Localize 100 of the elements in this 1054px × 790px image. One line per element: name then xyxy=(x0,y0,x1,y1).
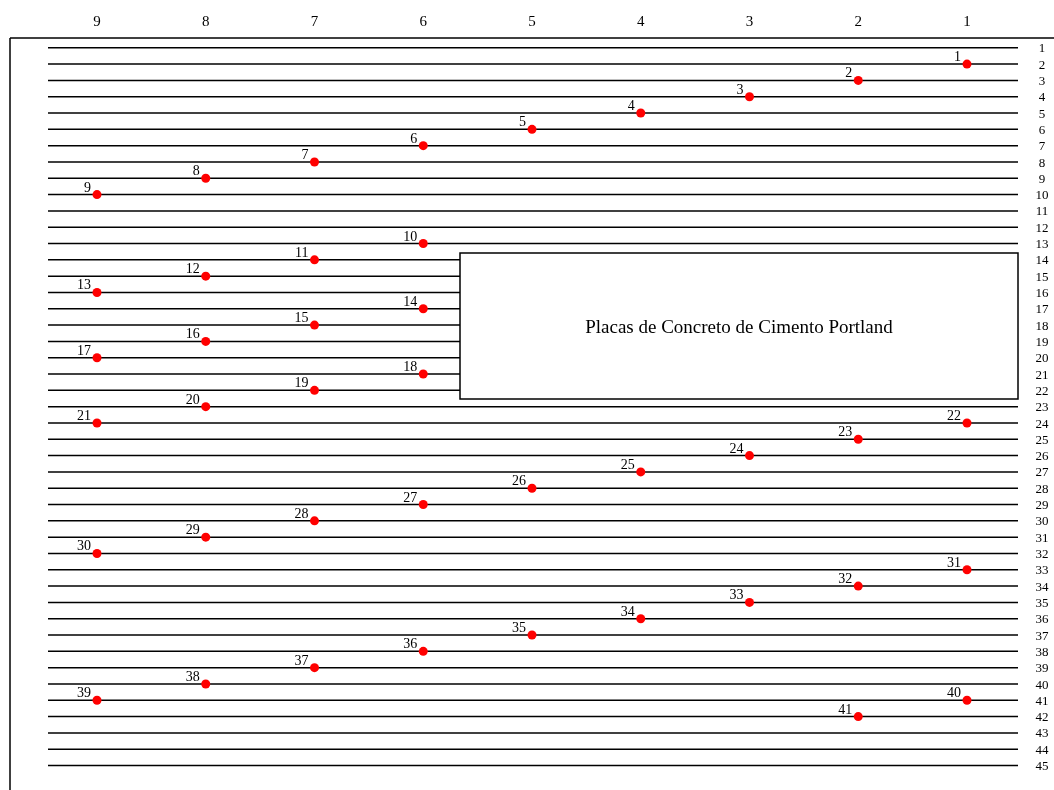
y-tick-label: 37 xyxy=(1035,627,1049,643)
x-tick-label: 1 xyxy=(963,13,971,29)
point xyxy=(310,255,319,265)
annotation: 11 xyxy=(295,244,309,260)
y-tick-label: 27 xyxy=(1035,464,1049,480)
annotation: 17 xyxy=(77,342,91,358)
point xyxy=(92,287,102,297)
x-tick-label: 6 xyxy=(419,13,428,29)
point xyxy=(745,451,754,461)
annotation: 31 xyxy=(947,554,961,570)
point xyxy=(636,614,646,624)
annotation: 12 xyxy=(185,261,200,277)
point xyxy=(310,320,319,330)
annotation: 29 xyxy=(185,522,200,538)
annotation: 33 xyxy=(729,587,744,603)
x-tick-label: 8 xyxy=(202,13,210,29)
annotation: 27 xyxy=(403,489,418,505)
annotation: 5 xyxy=(519,114,526,130)
y-tick-label: 38 xyxy=(1035,643,1049,659)
y-tick-label: 16 xyxy=(1035,285,1049,301)
x-tick-label: 4 xyxy=(637,13,645,29)
annotation: 30 xyxy=(77,538,91,554)
y-tick-label: 23 xyxy=(1035,399,1049,415)
point xyxy=(201,679,211,689)
point xyxy=(962,565,972,575)
annotation: 23 xyxy=(838,424,853,440)
annotation: 22 xyxy=(947,407,961,423)
annotation: 38 xyxy=(185,668,200,684)
point xyxy=(962,695,972,705)
point xyxy=(418,141,428,151)
y-tick-label: 41 xyxy=(1035,692,1049,708)
annotation: 37 xyxy=(294,652,309,668)
annotation: 28 xyxy=(294,505,309,521)
y-tick-label: 34 xyxy=(1035,578,1049,594)
annotation: 26 xyxy=(512,473,526,489)
y-tick-label: 32 xyxy=(1035,546,1049,562)
y-tick-label: 26 xyxy=(1035,448,1049,464)
y-tick-label: 19 xyxy=(1035,333,1049,349)
y-tick-label: 4 xyxy=(1038,89,1046,105)
annotation: Placas de Concreto de Cimento Portland xyxy=(585,315,894,337)
annotation: 2 xyxy=(845,65,853,81)
point xyxy=(745,92,754,102)
annotation: 36 xyxy=(403,636,418,652)
y-tick-label: 1 xyxy=(1038,40,1046,56)
point xyxy=(636,108,646,118)
y-tick-label: 20 xyxy=(1035,350,1049,366)
point xyxy=(418,646,428,656)
y-tick-label: 8 xyxy=(1038,154,1046,170)
annotation: 4 xyxy=(627,98,635,114)
point xyxy=(636,467,646,477)
y-tick-label: 21 xyxy=(1035,366,1049,382)
y-tick-label: 45 xyxy=(1035,758,1049,774)
point xyxy=(310,157,319,167)
y-tick-label: 7 xyxy=(1038,138,1046,154)
annotation: 35 xyxy=(512,620,526,636)
point xyxy=(853,75,863,85)
point xyxy=(310,663,319,673)
annotation: 15 xyxy=(294,310,309,326)
y-tick-label: 30 xyxy=(1035,513,1049,529)
y-tick-label: 6 xyxy=(1038,121,1046,137)
annotation: 1 xyxy=(954,49,961,65)
y-tick-label: 31 xyxy=(1035,529,1049,545)
point xyxy=(92,418,102,428)
annotation: 39 xyxy=(77,685,91,701)
point xyxy=(853,712,863,722)
y-tick-label: 10 xyxy=(1035,187,1049,203)
x-tick-label: 2 xyxy=(854,13,862,29)
point xyxy=(418,369,428,379)
point xyxy=(418,304,428,314)
annotation: 32 xyxy=(838,571,853,587)
y-tick-label: 40 xyxy=(1035,676,1049,692)
point xyxy=(201,532,211,542)
point xyxy=(418,500,428,510)
point xyxy=(310,385,319,395)
y-tick-label: 29 xyxy=(1035,497,1049,513)
annotation: 21 xyxy=(77,407,91,423)
annotation: 16 xyxy=(185,326,200,342)
x-tick-label: 5 xyxy=(528,13,536,29)
annotation: 34 xyxy=(620,603,635,619)
point xyxy=(92,190,102,200)
y-tick-label: 18 xyxy=(1035,317,1049,333)
y-tick-label: 2 xyxy=(1038,56,1046,72)
y-tick-label: 14 xyxy=(1035,252,1049,268)
y-tick-label: 36 xyxy=(1035,611,1049,627)
y-tick-label: 28 xyxy=(1035,480,1049,496)
point xyxy=(745,597,754,607)
point xyxy=(201,402,211,412)
point xyxy=(92,353,102,363)
point xyxy=(201,173,211,183)
annotation: 41 xyxy=(838,701,853,717)
annotation: 24 xyxy=(729,440,744,456)
y-tick-label: 44 xyxy=(1035,741,1049,757)
x-tick-label: 9 xyxy=(93,13,101,29)
y-tick-label: 13 xyxy=(1035,236,1049,252)
y-tick-label: 24 xyxy=(1035,415,1049,431)
point xyxy=(853,434,863,444)
annotation: 14 xyxy=(403,293,418,309)
y-tick-label: 12 xyxy=(1035,219,1049,235)
point xyxy=(853,581,863,591)
point xyxy=(527,630,537,640)
